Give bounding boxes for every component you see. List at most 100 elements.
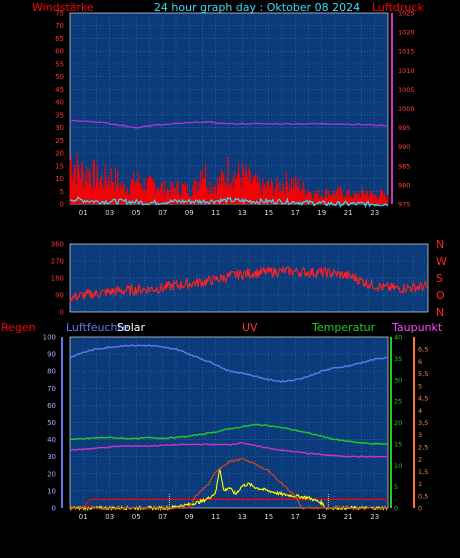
uv-axis-tick: 3,5 (418, 419, 428, 427)
direction-compass-label: N (436, 238, 444, 251)
wind-axis-tick: 10 (55, 175, 64, 183)
pressure-axis-title: Luftdruck (372, 1, 424, 14)
direction-axis-tick: 90 (55, 292, 64, 300)
wind-axis-tick: 30 (55, 124, 64, 132)
wind-axis-tick: 55 (55, 60, 64, 68)
uv-axis-tick: 0 (418, 505, 422, 513)
temperature-axis-tick: 40 (394, 334, 402, 342)
direction-axis-tick: 270 (51, 258, 64, 266)
direction-compass-label: N (436, 306, 444, 319)
pressure-line (69, 119, 389, 129)
humidity-axis-tick: 20 (47, 470, 56, 478)
wind-axis-tick: 15 (55, 162, 64, 170)
temperature-axis-tick: 5 (394, 483, 398, 491)
humidity-axis-tick: 0 (52, 505, 56, 513)
rain-line (70, 498, 388, 509)
pressure-axis-tick: 995 (398, 124, 410, 132)
humidity-axis-tick: 30 (47, 453, 56, 461)
humidity-axis-tick: 80 (47, 368, 56, 376)
rain-label: Regen (1, 321, 36, 334)
humidity-line (69, 344, 389, 383)
humidity-axis-tick: 60 (47, 402, 56, 410)
temperature-axis-tick: 20 (394, 419, 402, 427)
humidity-axis-tick: 90 (47, 351, 56, 359)
wind-axis-tick: 65 (55, 35, 64, 43)
uv-line (69, 458, 389, 510)
wind-x-tick: 19 (317, 209, 326, 217)
uv-axis-tick: 0,5 (418, 492, 428, 500)
pressure-axis-tick: 1010 (398, 67, 415, 75)
solar-label: Solar (117, 321, 146, 334)
uv-axis-tick: 2,5 (418, 443, 428, 451)
wind-axis-tick: 5 (60, 188, 64, 196)
wind-x-tick: 09 (185, 209, 194, 217)
wind-axis-title: Windstärke (32, 1, 94, 14)
wind-axis-tick: 25 (55, 137, 64, 145)
direction-compass-label: S (436, 272, 443, 285)
env-x-tick: 21 (344, 513, 353, 521)
env-x-tick: 01 (79, 513, 88, 521)
wind-x-tick: 23 (370, 209, 379, 217)
wind-x-tick: 17 (291, 209, 300, 217)
wind-x-tick: 11 (211, 209, 220, 217)
env-x-tick: 11 (211, 513, 220, 521)
direction-line (69, 265, 429, 303)
uv-axis-tick: 5 (418, 382, 422, 390)
wind-axis-tick: 45 (55, 86, 64, 94)
uv-axis-tick: 6 (418, 358, 422, 366)
temperature-axis-tick: 0 (394, 505, 398, 513)
humidity-axis-tick: 10 (47, 487, 56, 495)
pressure-axis-tick: 980 (398, 181, 410, 189)
temperature-axis-tick: 15 (394, 440, 402, 448)
humidity-axis-tick: 100 (43, 334, 56, 342)
wind-x-tick: 13 (238, 209, 247, 217)
dewpoint-line (69, 441, 389, 458)
env-x-tick: 07 (158, 513, 167, 521)
env-x-tick: 17 (291, 513, 300, 521)
temperature-axis-tick: 35 (394, 355, 402, 363)
temperature-label: Temperatur (311, 321, 376, 334)
gust-line (69, 196, 389, 208)
uv-axis-tick: 3 (418, 431, 422, 439)
wind-axis-tick: 0 (60, 201, 64, 209)
pressure-axis-tick: 1020 (398, 29, 415, 37)
env-x-tick: 15 (264, 513, 273, 521)
env-x-tick: 09 (185, 513, 194, 521)
uv-axis-tick: 4,5 (418, 395, 428, 403)
pressure-axis-tick: 985 (398, 162, 410, 170)
humidity-label: Luftfeuchte (66, 321, 129, 334)
pressure-axis-tick: 975 (398, 201, 410, 209)
direction-compass-label: O (436, 289, 445, 302)
wind-axis-tick: 35 (55, 111, 64, 119)
env-x-tick: 05 (132, 513, 141, 521)
wind-x-tick: 21 (344, 209, 353, 217)
wind-axis-tick: 20 (55, 150, 64, 158)
env-x-tick: 19 (317, 513, 326, 521)
env-x-tick: 13 (238, 513, 247, 521)
uv-axis-tick: 5,5 (418, 370, 428, 378)
wind-x-tick: 03 (105, 209, 114, 217)
humidity-axis-tick: 50 (47, 419, 56, 427)
pressure-axis-tick: 1000 (398, 105, 415, 113)
uv-label: UV (242, 321, 258, 334)
uv-axis-tick: 6,5 (418, 346, 428, 354)
uv-axis-tick: 1 (418, 480, 422, 488)
wind-axis-tick: 70 (55, 22, 64, 30)
wind-x-tick: 05 (132, 209, 141, 217)
wind-x-tick: 01 (79, 209, 88, 217)
direction-axis-tick: 0 (60, 309, 64, 317)
pressure-axis-tick: 990 (398, 143, 410, 151)
pressure-axis-tick: 1015 (398, 48, 415, 56)
wind-axis-tick: 40 (55, 99, 64, 107)
env-x-tick: 03 (105, 513, 114, 521)
humidity-axis-tick: 40 (47, 436, 56, 444)
wind-axis-tick: 50 (55, 73, 64, 81)
env-x-tick: 23 (370, 513, 379, 521)
pressure-axis-tick: 1005 (398, 86, 415, 94)
uv-axis-tick: 2 (418, 456, 422, 464)
temperature-axis-tick: 30 (394, 376, 402, 384)
pressure-axis-tick: 1025 (398, 10, 415, 18)
temperature-line (69, 423, 389, 446)
